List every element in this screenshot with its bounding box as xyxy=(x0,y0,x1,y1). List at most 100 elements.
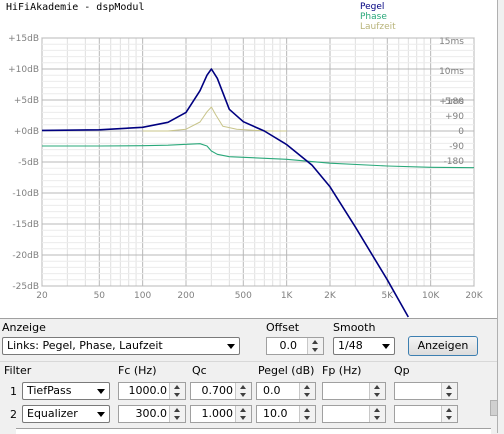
arrow-up-icon xyxy=(240,408,246,412)
y-tick-label: -10dB xyxy=(12,189,39,199)
series-line-phase xyxy=(42,143,475,169)
legend: Pegel Phase Laufzeit xyxy=(360,2,396,32)
x-tick-label: 100 xyxy=(134,291,151,301)
arrow-up-icon xyxy=(374,408,380,412)
offset-stepper[interactable]: 0.0 xyxy=(266,337,324,355)
fc-down-button[interactable] xyxy=(170,391,185,399)
y-right-deg-label: +180 xyxy=(439,97,464,107)
legend-phase: Phase xyxy=(360,12,387,22)
smooth-label: Smooth xyxy=(333,321,376,334)
qp-down-button[interactable] xyxy=(442,414,457,422)
fc-value: 300.0 xyxy=(135,407,168,420)
plot-canvas: +15dB +10dB +5dB +0dB -5dB -10dB -15dB -20dB -25… xyxy=(8,34,484,318)
fc-down-button[interactable] xyxy=(170,414,185,422)
chevron-down-icon xyxy=(227,344,235,349)
fc-value: 1000.0 xyxy=(128,384,168,397)
qp-down-button[interactable] xyxy=(442,391,457,399)
fc-stepper[interactable]: 1000.0 xyxy=(118,382,186,400)
qp-header: Qp xyxy=(394,364,410,377)
anzeige-dropdown[interactable]: Links: Pegel, Phase, Laufzeit xyxy=(2,337,240,355)
divider xyxy=(0,361,504,362)
window-title: HiFiAkademie - dspModul xyxy=(6,2,145,13)
smooth-value: 1/48 xyxy=(338,339,363,352)
fp-down-button[interactable] xyxy=(370,391,385,399)
qc-header: Qc xyxy=(192,364,207,377)
y-right-ms-label: 10ms xyxy=(439,67,464,77)
x-tick-label: 20K xyxy=(465,291,483,301)
qc-value: 1.000 xyxy=(201,407,234,420)
filter-type-dropdown[interactable]: TiefPass xyxy=(22,382,110,400)
qc-down-button[interactable] xyxy=(236,391,251,399)
qp-stepper[interactable] xyxy=(394,405,458,423)
x-tick-label: 500 xyxy=(235,291,252,301)
offset-label: Offset xyxy=(266,321,300,334)
arrow-up-icon xyxy=(240,385,246,389)
arrow-down-icon xyxy=(174,393,180,397)
filter-header: Filter xyxy=(4,364,32,377)
qp-stepper[interactable] xyxy=(394,382,458,400)
x-tick-label: 1K xyxy=(281,291,294,301)
y-tick-label: +0dB xyxy=(14,127,39,137)
pegel-stepper[interactable]: 10.0 xyxy=(256,405,316,423)
chevron-down-icon xyxy=(382,344,390,349)
x-tick-label: 10K xyxy=(422,291,440,301)
qc-down-button[interactable] xyxy=(236,414,251,422)
x-tick-label: 200 xyxy=(177,291,194,301)
pegel-down-button[interactable] xyxy=(300,391,315,399)
qc-value: 0.700 xyxy=(201,384,234,397)
x-tick-label: 20 xyxy=(36,291,48,301)
y-tick-label: -20dB xyxy=(12,251,39,261)
pegel-stepper[interactable]: 0.0 xyxy=(256,382,316,400)
y-tick-label: -15dB xyxy=(12,220,39,230)
smooth-dropdown[interactable]: 1/48 xyxy=(333,337,395,355)
arrow-up-icon xyxy=(374,385,380,389)
y-tick-label: +15dB xyxy=(8,34,39,44)
pegel-down-button[interactable] xyxy=(300,414,315,422)
fp-down-button[interactable] xyxy=(370,414,385,422)
x-tick-label: 50 xyxy=(94,291,106,301)
chevron-down-icon xyxy=(97,389,105,394)
row-number: 2 xyxy=(10,408,17,421)
filter-type-value: TiefPass xyxy=(27,384,72,397)
arrow-up-icon xyxy=(312,340,318,344)
arrow-up-icon xyxy=(304,408,310,412)
fc-stepper[interactable]: 300.0 xyxy=(118,405,186,423)
arrow-down-icon xyxy=(304,393,310,397)
y-right-ms-label: 5ms xyxy=(445,97,464,107)
y-right-deg-label: -180 xyxy=(444,157,465,167)
y-right-ms-label: 15ms xyxy=(439,37,464,47)
pegel-header: Pegel (dB) xyxy=(258,364,315,377)
arrow-up-icon xyxy=(446,408,452,412)
offset-value: 0.0 xyxy=(279,339,298,352)
y-right-deg-label: 0 xyxy=(458,127,464,137)
arrow-down-icon xyxy=(312,348,318,352)
legend-pegel: Pegel xyxy=(360,2,385,12)
pegel-value: 10.0 xyxy=(263,407,288,420)
y-tick-label: +5dB xyxy=(14,96,39,106)
fp-stepper[interactable] xyxy=(322,382,386,400)
offset-down-button[interactable] xyxy=(308,346,323,354)
arrow-down-icon xyxy=(304,416,310,420)
pegel-value: 0.0 xyxy=(263,384,281,397)
y-tick-label: +10dB xyxy=(8,65,39,75)
qc-stepper[interactable]: 1.000 xyxy=(190,405,252,423)
series-line-pegel xyxy=(41,68,409,318)
arrow-down-icon xyxy=(240,416,246,420)
row-number: 1 xyxy=(10,385,17,398)
x-tick-label: 2K xyxy=(324,291,337,301)
y-right-deg-label: -90 xyxy=(449,142,464,152)
arrow-down-icon xyxy=(174,416,180,420)
qc-stepper[interactable]: 0.700 xyxy=(190,382,252,400)
arrow-down-icon xyxy=(374,393,380,397)
frequency-response-plot: +15dB +10dB +5dB +0dB -5dB -10dB -15dB -20dB -25… xyxy=(0,0,504,319)
filter-type-value: Equalizer xyxy=(27,407,78,420)
y-tick-label: -25dB xyxy=(12,282,39,292)
filter-type-dropdown[interactable]: Equalizer xyxy=(22,405,110,423)
anzeige-value: Links: Pegel, Phase, Laufzeit xyxy=(7,339,163,352)
fp-stepper[interactable] xyxy=(322,405,386,423)
window-edge xyxy=(497,0,504,433)
chevron-down-icon xyxy=(97,412,105,417)
arrow-down-icon xyxy=(374,416,380,420)
anzeigen-button[interactable]: Anzeigen xyxy=(408,336,478,356)
y-right-deg-label: +90 xyxy=(445,112,464,122)
